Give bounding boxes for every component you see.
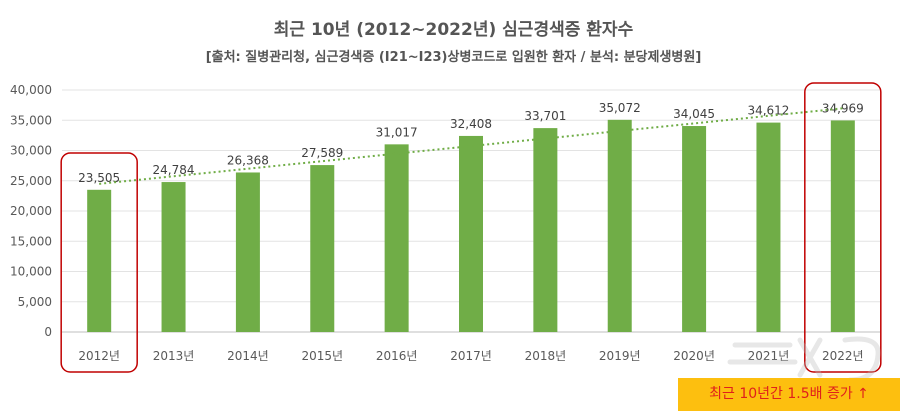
chart-title: 최근 10년 (2012~2022년) 심근경색증 환자수 [273,20,634,40]
y-tick-label: 10,000 [10,265,52,279]
watermark-stroke [842,336,881,383]
bar [87,189,112,332]
y-tick-label: 30,000 [10,144,52,158]
bar [533,128,558,332]
y-tick-label: 5,000 [18,295,52,309]
watermark-stroke [797,337,823,378]
chart-subtitle: [출처: 질병관리청, 심근경색증 (I21~I23)상병코드로 입원한 환자 … [205,50,702,65]
x-tick-label: 2014년 [227,349,269,363]
bar [310,165,335,332]
data-label: 24,784 [153,163,195,177]
bar [235,172,260,332]
x-tick-label: 2018년 [525,349,567,363]
x-tick-label: 2015년 [301,349,343,363]
x-tick-label: 2017년 [450,349,492,363]
highlight-box [60,152,138,373]
x-tick-label: 2021년 [748,349,790,363]
y-tick-label: 20,000 [10,204,52,218]
y-tick-label: 25,000 [10,174,52,188]
y-tick-label: 40,000 [10,83,52,97]
data-label: 23,505 [78,171,120,185]
data-label: 27,589 [301,146,343,160]
data-label: 34,969 [822,101,864,115]
bar [756,122,781,332]
data-label: 32,408 [450,117,492,131]
data-label: 34,045 [673,107,715,121]
data-label: 26,368 [227,153,269,167]
data-label: 34,612 [747,104,789,118]
data-label: 31,017 [376,125,418,139]
y-tick-label: 0 [44,325,52,339]
y-tick-label: 35,000 [10,113,52,127]
bar [682,126,707,333]
annotation-box: 최근 10년간 1.5배 증가 ↑ [678,378,900,411]
bar [830,120,855,332]
highlight-box [804,82,882,373]
y-tick-label: 15,000 [10,234,52,248]
bar [384,144,409,332]
bar [161,182,186,332]
bar [459,135,483,332]
x-tick-label: 2013년 [153,349,195,363]
x-tick-label: 2016년 [376,349,418,363]
x-tick-label: 2012년 [78,349,120,363]
watermark-logo [727,336,881,383]
data-label: 33,701 [524,109,566,123]
x-tick-label: 2020년 [673,349,715,363]
x-tick-label: 2019년 [599,349,641,363]
x-tick-label: 2022년 [822,349,864,363]
data-label: 35,072 [599,101,641,115]
bar [607,119,632,333]
